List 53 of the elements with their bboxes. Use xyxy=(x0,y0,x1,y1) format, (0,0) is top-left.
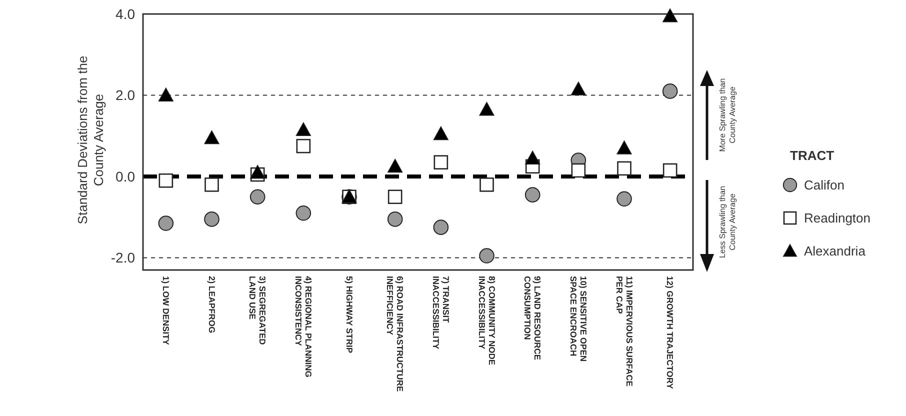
point xyxy=(433,126,448,140)
point xyxy=(525,150,540,165)
x-tick-label: 7) TRANSIT INACCESSIBILITY xyxy=(430,276,451,350)
y-tick-label: 4.0 xyxy=(116,6,136,22)
point xyxy=(662,8,678,22)
point xyxy=(479,102,494,116)
point xyxy=(296,138,311,154)
legend-label: Alexandria xyxy=(804,244,866,259)
point xyxy=(204,178,219,192)
legend-label: Readington xyxy=(804,210,870,226)
x-tick-label: 4) REGIONAL PLANNING INCONSISTENCY xyxy=(293,276,314,378)
point xyxy=(480,178,494,192)
point xyxy=(250,164,266,179)
point xyxy=(296,122,311,136)
y-axis-title: Standard Deviations from the County Average xyxy=(75,56,106,224)
x-tick-label: 6) ROAD INFRASTRUCTURE INEFFICIENCY xyxy=(385,276,406,392)
legend-title: TRACT xyxy=(790,148,834,163)
point xyxy=(296,205,312,221)
y-tick-label: 0.0 xyxy=(116,168,136,184)
point xyxy=(434,155,448,170)
point xyxy=(570,82,586,96)
point xyxy=(250,189,266,205)
point xyxy=(662,163,678,178)
x-tick-label: 8) COMMUNITY NODE INACCESSIBILITY xyxy=(476,276,497,366)
point xyxy=(433,220,449,235)
legend-label: Califon xyxy=(804,178,844,193)
x-tick-label: 10) SENSITIVE OPEN SPACE ENCROACH xyxy=(568,276,588,362)
point xyxy=(571,163,586,178)
x-tick-label: 2) LEAPFROG xyxy=(206,276,217,334)
point xyxy=(204,130,220,144)
text: Less Sprawling than County Average xyxy=(718,186,737,258)
point xyxy=(479,248,494,264)
point xyxy=(662,84,678,99)
point xyxy=(158,216,174,231)
x-tick-label: 9) LAND RESOURCE CONSUMPTION xyxy=(522,276,543,360)
x-tick-label: 5) HIGHWAY STRIP xyxy=(344,276,354,354)
point xyxy=(388,158,403,173)
x-tick-label: 3) SEGREGATED LAND USE xyxy=(248,276,268,345)
x-tick-label: 12) GROWTH TRAJECTORY xyxy=(665,276,676,390)
x-tick-label: 1) LOW DENSITY xyxy=(160,276,171,346)
y-tick-label: 2.0 xyxy=(116,87,136,104)
point xyxy=(524,187,540,202)
text: More Sprawling than County Average xyxy=(718,78,737,152)
y-tick-label: -2.0 xyxy=(110,250,136,266)
x-tick-label: 11) IMPERVIOUS SURFACE PER CAP xyxy=(614,276,634,387)
point xyxy=(616,191,632,207)
point xyxy=(617,161,632,176)
point xyxy=(158,88,174,102)
point xyxy=(388,190,402,204)
point xyxy=(616,140,632,154)
point xyxy=(204,212,220,227)
point xyxy=(387,212,403,227)
point xyxy=(158,173,174,188)
